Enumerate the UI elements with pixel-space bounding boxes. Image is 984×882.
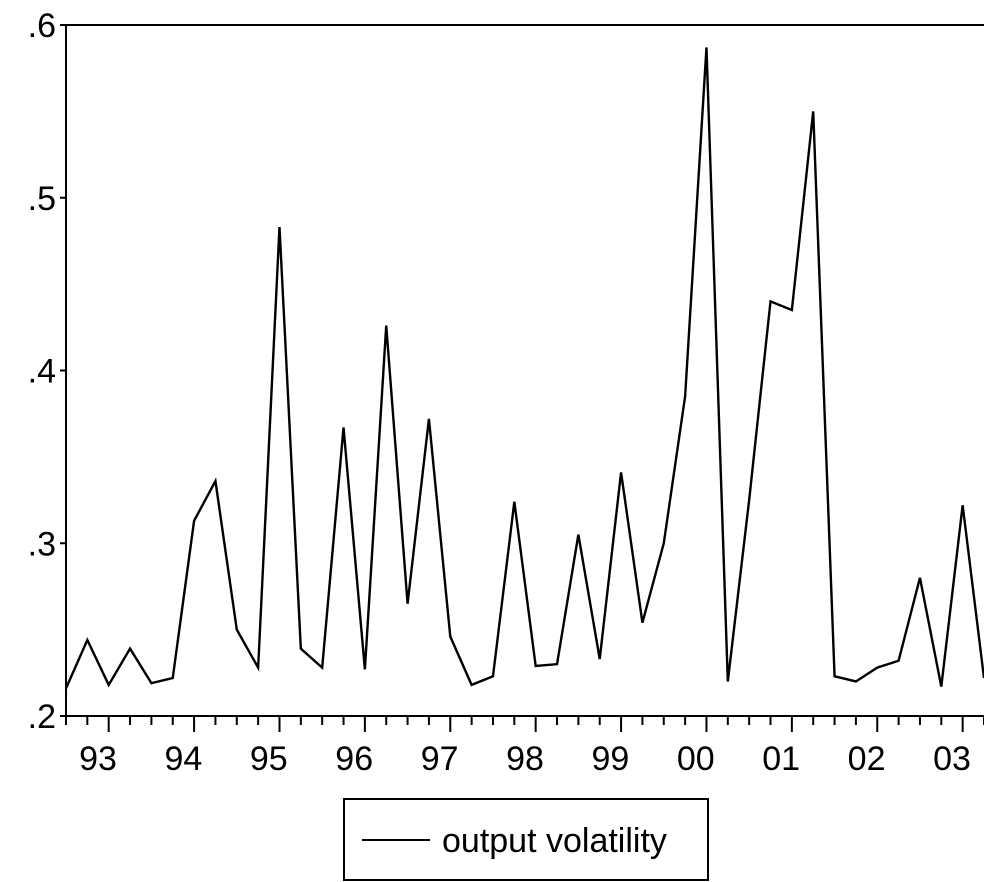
y-tick-label: .6: [28, 7, 56, 45]
x-tick-label: 94: [165, 740, 203, 778]
y-tick-label: .4: [28, 353, 56, 391]
series-line-output-volatility: [64, 47, 984, 689]
x-tick-label: 98: [506, 740, 544, 778]
series-layer: [64, 47, 984, 689]
plot-frame: [65, 24, 984, 717]
x-tick-label: 02: [848, 740, 886, 778]
x-tick-label: 97: [421, 740, 459, 778]
x-tick-label: 03: [933, 740, 971, 778]
x-tick-label: 96: [335, 740, 373, 778]
x-tick-label: 01: [762, 740, 800, 778]
legend: output volatility: [343, 798, 709, 881]
y-tick-label: .2: [28, 698, 56, 736]
legend-label: output volatility: [442, 822, 667, 860]
x-tick-label: 00: [677, 740, 715, 778]
x-axis: 93 94 95 96 97 98 99 00 01 02 03: [65, 716, 984, 778]
y-tick-label: .5: [28, 180, 56, 218]
y-axis: .2 .3 .4 .5 .6: [28, 7, 66, 736]
y-tick-label: .3: [28, 525, 56, 563]
x-tick-label: 93: [79, 740, 117, 778]
x-tick-label: 99: [591, 740, 629, 778]
x-tick-label: 95: [250, 740, 288, 778]
